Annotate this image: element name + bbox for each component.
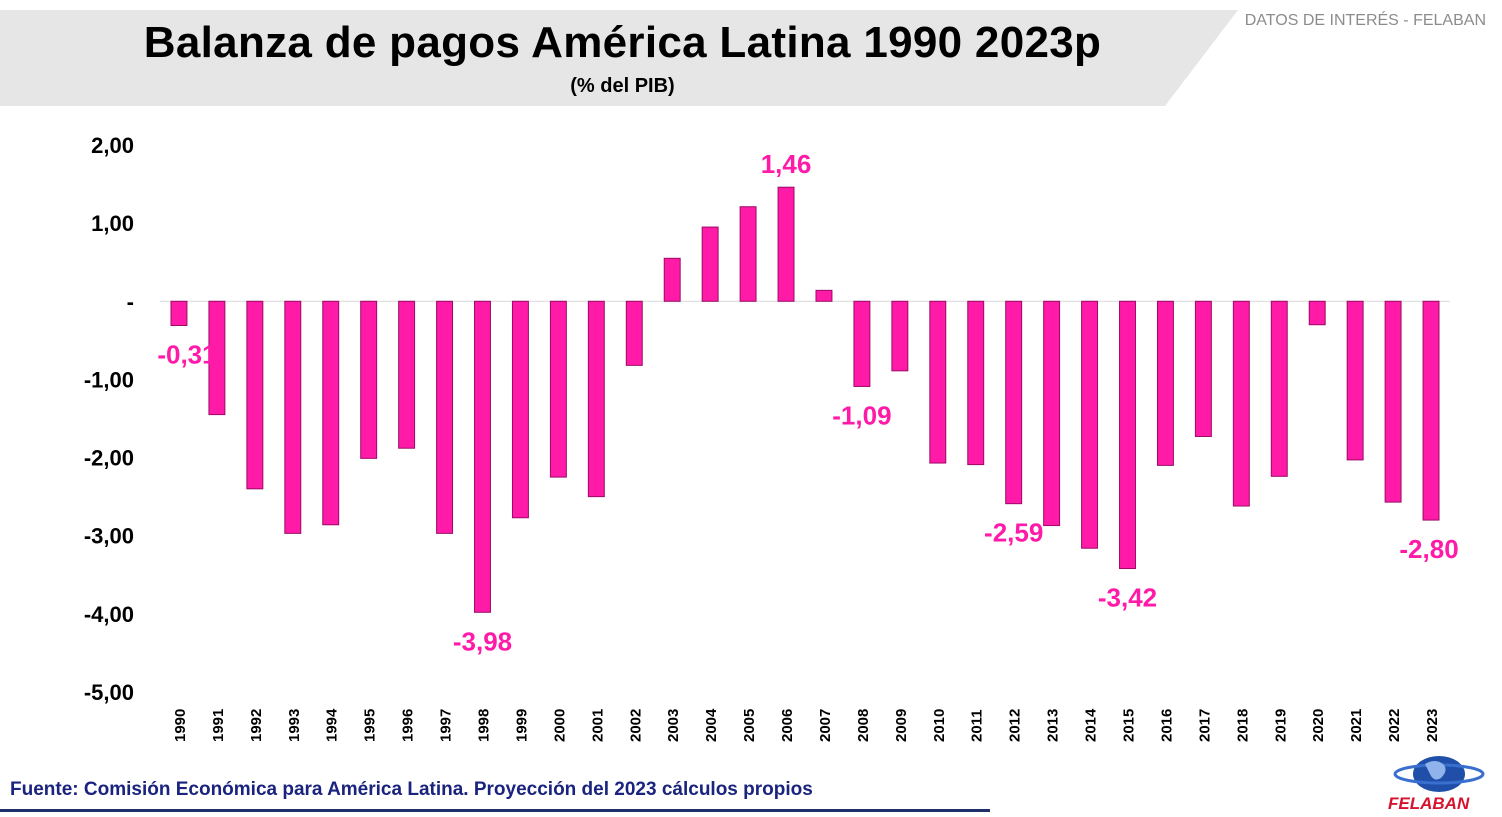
x-tick-label: 1994 [324,708,341,742]
data-labels: -0,31 -3,98 1,46 -1,09 -2,59 -3,42 -2,80 [157,149,1458,656]
x-tick-label: 2010 [931,709,948,742]
y-tick-label: 1,00 [91,211,134,236]
title-banner [0,0,1240,108]
data-label: -1,09 [832,400,891,430]
x-tick-label: 2020 [1310,709,1327,742]
y-tick-label: -5,00 [84,680,134,705]
x-tick-label: 2019 [1272,709,1289,742]
footer-divider [0,809,990,812]
x-tick-label: 2009 [893,709,910,742]
x-tick-label: 2000 [551,709,568,742]
x-tick-label: 2016 [1158,709,1175,742]
x-tick-label: 2005 [741,709,758,742]
bar [246,300,264,490]
bar [322,300,340,526]
x-tick-label: 1990 [172,709,189,742]
bar [398,300,416,449]
x-tick-label: 1998 [476,709,493,742]
bar [1119,300,1136,570]
y-tick-label: 2,00 [91,133,134,158]
x-tick-label: 2018 [1234,709,1251,742]
title-banner-shape [0,10,1238,106]
data-label: 1,46 [761,149,812,179]
bars [170,186,1440,613]
x-tick-label: 2015 [1121,709,1138,742]
data-label: -3,42 [1098,583,1157,613]
bar [625,300,643,366]
header-tag-prefix: DATOS DE INTERÉS - [1244,12,1414,29]
x-tick-label: 2017 [1196,709,1213,742]
header-tag: DATOS DE INTERÉS - FELABAN [1245,12,1486,30]
bar [967,300,985,466]
x-tick-label: 2008 [855,709,872,742]
y-axis: 2,00 1,00 - -1,00 -2,00 -3,00 -4,00 -5,00 [84,133,134,705]
x-tick-label: 2002 [627,709,644,742]
bar [1270,300,1288,477]
bar [815,289,833,302]
y-tick-label: -4,00 [84,602,134,627]
bar [853,300,871,387]
bar [1384,300,1402,503]
bar [360,300,378,459]
data-label: -2,80 [1399,534,1458,564]
x-tick-label: 2014 [1083,708,1100,742]
bar [284,300,302,534]
x-axis-labels: 1990 1991 1992 1993 1994 1995 1996 1997 1998 1999… [172,708,1441,742]
x-tick-label: 2021 [1348,709,1365,742]
x-tick-label: 1996 [400,709,417,742]
y-tick-label: - [127,289,134,314]
bar [1043,300,1061,527]
data-label: -3,98 [453,626,512,656]
data-label: -0,31 [157,339,216,369]
felaban-globe-logo [1393,756,1485,792]
x-tick-label: 2003 [665,709,682,742]
x-tick-label: 2001 [589,709,606,742]
bar-chart: 2,001,00--1,00-2,00-3,00-4,00-5,00 1990 1… [84,133,1459,742]
bar [511,300,529,519]
bar [891,300,909,372]
bar [701,226,719,302]
y-tick-label: -2,00 [84,446,134,471]
header-tag-brand: FELABAN [1413,12,1486,29]
bar [929,300,947,464]
x-tick-label: 2013 [1045,709,1062,742]
x-tick-label: 2011 [969,709,986,742]
bar [1308,300,1326,326]
bar [1005,300,1023,505]
x-tick-label: 2012 [1007,709,1024,742]
bar [777,186,795,302]
bar [739,206,757,302]
x-tick-label: 1991 [210,709,227,742]
x-tick-label: 2006 [779,709,796,742]
bar [1232,300,1250,507]
bar [170,300,188,327]
source-note: Fuente: Comisión Económica para América … [10,779,813,800]
bar [1081,300,1099,549]
bar [587,300,605,498]
bar [549,300,567,478]
bar [1194,300,1212,437]
bar [474,300,491,613]
x-tick-label: 2023 [1424,709,1441,742]
x-tick-label: 1992 [248,709,265,742]
bar [436,300,454,534]
x-tick-label: 2022 [1386,709,1403,742]
x-tick-label: 1995 [362,709,379,742]
chart-subtitle: (% del PIB) [570,75,675,97]
bar [1422,300,1440,521]
x-tick-label: 1997 [438,709,455,742]
x-tick-label: 1999 [513,709,530,742]
bar [663,257,681,302]
bar [1346,300,1364,461]
x-tick-label: 2004 [703,708,720,742]
y-tick-label: -3,00 [84,524,134,549]
logo-text: FELABAN [1388,794,1470,813]
bar [208,300,226,416]
x-tick-label: 2007 [817,709,834,742]
chart-title: Balanza de pagos América Latina 1990 202… [143,18,1102,67]
bar [1156,300,1174,466]
y-tick-label: -1,00 [84,367,134,392]
data-label: -2,59 [984,518,1043,548]
x-tick-label: 1993 [286,709,303,742]
